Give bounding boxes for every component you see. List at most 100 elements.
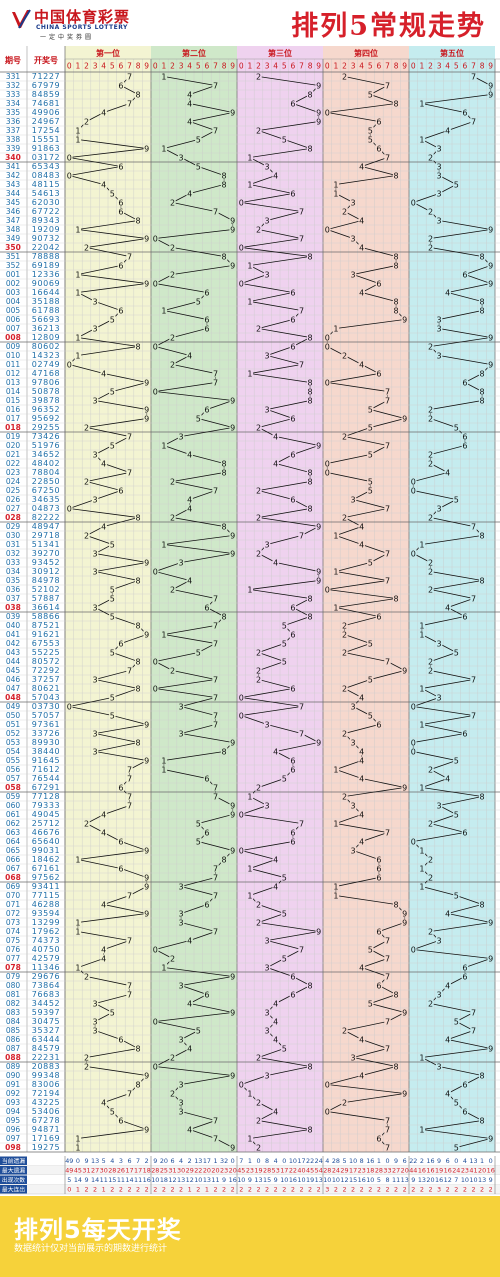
digit-marker-bg	[453, 423, 460, 432]
digit-marker-bg	[195, 135, 202, 144]
digit-marker: 6	[118, 838, 123, 847]
digit-marker: 0	[153, 685, 158, 694]
digit-marker: 5	[282, 136, 287, 145]
stat-value: 13	[469, 1157, 477, 1165]
digit-marker-bg	[418, 621, 426, 630]
digit-marker: 1	[161, 307, 166, 316]
digit-header: 3	[437, 62, 442, 71]
digit-marker-bg	[435, 351, 443, 360]
digit-marker-bg	[272, 432, 279, 441]
number-cell: 73426	[32, 432, 60, 441]
digit-marker-bg	[470, 594, 477, 603]
digit-marker: 3	[179, 433, 184, 442]
digit-marker-bg	[410, 477, 417, 486]
digit-marker-bg	[126, 666, 133, 675]
digit-marker: 8	[480, 901, 485, 910]
digit-marker-bg	[255, 225, 262, 234]
digit-marker-bg	[349, 702, 357, 711]
digit-marker-bg	[427, 234, 434, 243]
digit-marker-bg	[152, 945, 159, 954]
digit-marker-bg	[435, 324, 443, 333]
digit-marker-bg	[461, 108, 469, 117]
digit-marker: 1	[161, 964, 166, 973]
digit-marker-bg	[66, 504, 73, 513]
digit-marker: 8	[394, 172, 399, 181]
number-cell: 90069	[32, 279, 60, 288]
digit-marker: 2	[342, 730, 347, 739]
digit-marker: 7	[213, 487, 218, 496]
digit-marker: 6	[290, 100, 295, 109]
digit-header: 0	[239, 62, 244, 71]
digit-marker: 7	[471, 1027, 476, 1036]
digit-marker-bg	[324, 468, 331, 477]
digit-marker-bg	[289, 837, 297, 846]
digit-marker-bg	[212, 711, 219, 720]
number-cell: 22850	[32, 477, 60, 486]
stat-value: 0	[231, 1157, 235, 1165]
digit-marker: 5	[110, 442, 115, 451]
digit-marker-bg	[255, 513, 262, 522]
digit-marker: 3	[351, 199, 356, 208]
issue-cell: 349	[6, 234, 21, 243]
issue-cell: 075	[6, 936, 21, 945]
stat-value: 2	[446, 1186, 450, 1194]
digit-marker: 4	[359, 694, 364, 703]
issue-cell: 347	[6, 216, 21, 225]
digit-marker-bg	[341, 792, 348, 801]
digit-marker: 9	[316, 577, 321, 586]
digit-marker: 1	[75, 226, 80, 235]
digit-header: 7	[213, 62, 218, 71]
digit-marker: 9	[488, 82, 493, 91]
digit-marker-bg	[160, 306, 168, 315]
digit-marker: 1	[419, 721, 424, 730]
digit-marker-bg	[212, 864, 219, 873]
digit-marker-bg	[126, 891, 133, 900]
digit-marker: 8	[480, 253, 485, 262]
digit-header: 8	[136, 62, 141, 71]
stat-value: 53	[272, 1167, 280, 1175]
digit-marker: 0	[325, 379, 330, 388]
digit-marker-bg	[255, 549, 262, 558]
digit-marker: 0	[67, 505, 72, 514]
digit-marker-bg	[229, 801, 236, 810]
stat-label: 出现次数	[2, 1176, 25, 1184]
digit-header: 8	[308, 62, 313, 71]
issue-cell: 023	[6, 468, 21, 477]
digit-marker: 7	[385, 658, 390, 667]
digit-marker: 0	[325, 1108, 330, 1117]
digit-marker-bg	[169, 513, 176, 522]
stat-value: 29	[186, 1167, 194, 1175]
issue-cell: 088	[5, 1053, 21, 1062]
stat-label-bg	[0, 1166, 27, 1175]
stat-value: 13	[254, 1176, 262, 1184]
digit-marker: 3	[351, 496, 356, 505]
digit-marker-bg	[66, 153, 73, 162]
digit-marker-bg	[461, 972, 469, 981]
digit-marker: 0	[325, 460, 330, 469]
stat-value: 2	[385, 1186, 389, 1194]
digit-marker: 3	[93, 748, 98, 757]
number-cell: 52102	[32, 585, 60, 594]
digit-marker: 4	[187, 1000, 192, 1009]
digit-marker-bg	[229, 423, 236, 432]
digit-marker: 9	[144, 559, 149, 568]
stat-value: 10	[366, 1176, 374, 1184]
issue-cell: 021	[6, 450, 21, 459]
digit-marker: 1	[419, 1126, 424, 1135]
digit-marker-bg	[160, 144, 168, 153]
digit-marker-bg	[229, 738, 236, 747]
digit-header: 9	[316, 62, 321, 71]
digit-marker: 2	[428, 766, 433, 775]
digit-marker: 8	[394, 262, 399, 271]
digit-header: 4	[187, 62, 192, 71]
digit-marker: 7	[213, 694, 218, 703]
number-cell: 42579	[32, 954, 60, 963]
stat-label: 最大连出	[2, 1186, 25, 1194]
digit-marker-bg	[384, 1143, 391, 1152]
digit-marker-bg	[341, 729, 348, 738]
digit-marker-bg	[91, 747, 99, 756]
digit-marker: 3	[179, 730, 184, 739]
digit-marker-bg	[74, 126, 82, 135]
stat-value: 2	[119, 1186, 123, 1194]
stat-value: 2	[471, 1186, 475, 1194]
